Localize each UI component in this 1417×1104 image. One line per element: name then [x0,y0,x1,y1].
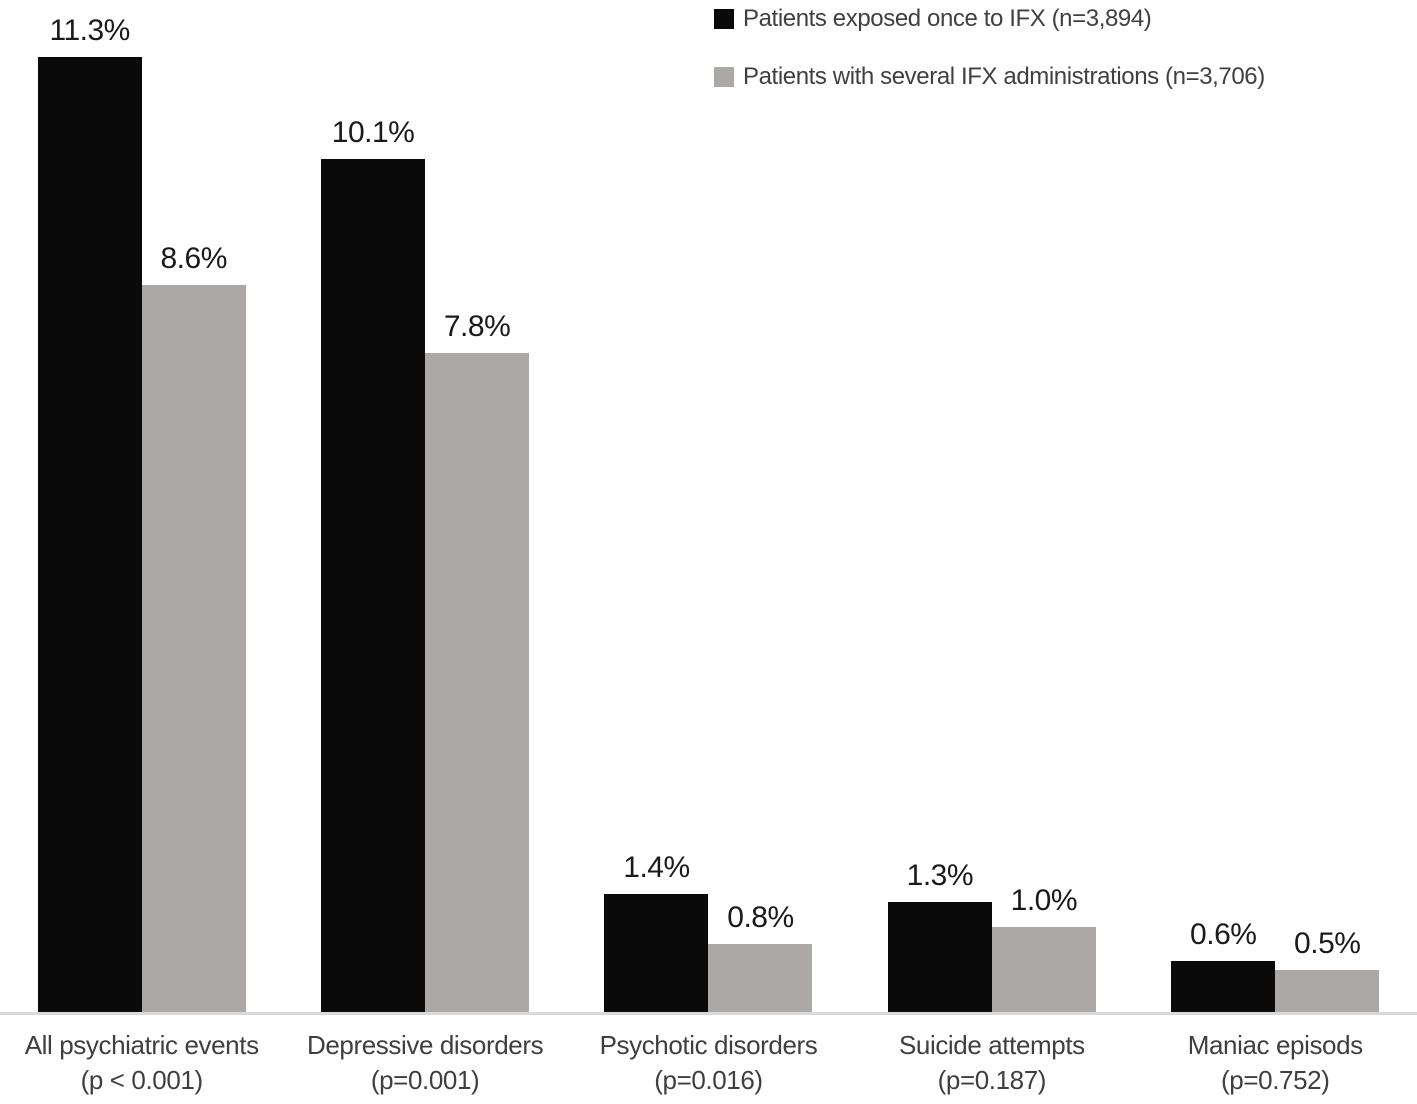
value-label: 1.3% [906,859,974,892]
value-label: 1.0% [1010,884,1078,917]
value-label: 10.1% [331,116,415,149]
bar-column: 0.8% [708,901,813,1012]
legend-item-several-administrations: Patients with several IFX administration… [714,60,1265,93]
category-label-line2: (p=0.001) [370,1065,480,1095]
legend-swatch-black [714,8,734,29]
category-label-line1: Depressive disorders [306,1030,544,1060]
bar-exposed-once [604,894,709,1012]
plot-area: 11.3% 8.6% 10.1% 7.8% 1.4% 0.8% 1.3% 1.0% 0.6% 0.… [0,0,1417,1012]
bar-several-administrations [1275,970,1380,1012]
category-label-line1: Suicide attempts [898,1030,1085,1060]
bar-column: 0.6% [1171,918,1276,1012]
bar-group: 0.6% 0.5% [1134,0,1417,1012]
legend-swatch-gray [714,66,734,87]
bar-column: 1.3% [887,859,992,1012]
legend-label-several-administrations: Patients with several IFX administration… [743,62,1265,90]
category-label: Maniac episods (p=0.752) [1134,1028,1417,1104]
value-label: 7.8% [443,310,511,343]
bar-several-administrations [425,353,530,1012]
bar-column: 7.8% [425,310,530,1012]
bar-column: 1.0% [991,884,1096,1012]
category-label-line1: All psychiatric events [24,1030,259,1060]
category-label-line2: (p < 0.001) [80,1065,203,1095]
category-label-line2: (p=0.187) [937,1065,1047,1095]
bar-column: 0.5% [1275,927,1380,1012]
bar-column: 8.6% [141,242,246,1012]
bar-several-administrations [991,927,1096,1012]
category-label-line2: (p=0.016) [654,1065,763,1095]
category-label: Suicide attempts (p=0.187) [850,1028,1133,1104]
x-axis-line [0,1012,1417,1015]
bar-group: 1.3% 1.0% [850,0,1133,1012]
value-label: 0.8% [727,901,794,934]
value-label: 8.6% [160,242,227,275]
category-label: Psychotic disorders (p=0.016) [567,1028,850,1104]
bar-exposed-once [1171,961,1276,1012]
category-label-line2: (p=0.752) [1221,1065,1330,1095]
category-labels: All psychiatric events (p < 0.001) Depress… [0,1028,1417,1104]
bar-exposed-once [321,159,426,1012]
bar-group: 10.1% 7.8% [283,0,566,1012]
value-label: 0.5% [1294,927,1361,960]
value-label: 0.6% [1190,918,1257,951]
bar-column: 11.3% [37,14,142,1012]
bar-group: 11.3% 8.6% [0,0,283,1012]
bar-exposed-once [887,902,992,1012]
category-label-line1: Psychotic disorders [599,1030,818,1060]
value-label: 11.3% [49,14,131,47]
category-label: Depressive disorders (p=0.001) [283,1028,566,1104]
category-label: All psychiatric events (p < 0.001) [0,1028,283,1104]
bar-several-administrations [708,944,813,1012]
value-label: 1.4% [623,851,690,884]
bar-exposed-once [37,57,142,1012]
bar-several-administrations [141,285,246,1012]
bar-column: 1.4% [604,851,709,1012]
bar-column: 10.1% [321,116,426,1012]
legend-item-exposed-once: Patients exposed once to IFX (n=3,894) [714,2,1265,35]
legend-label-exposed-once: Patients exposed once to IFX (n=3,894) [743,4,1152,32]
category-label-line1: Maniac episods [1187,1030,1363,1060]
chart-legend: Patients exposed once to IFX (n=3,894) P… [714,2,1265,93]
bar-group: 1.4% 0.8% [567,0,850,1012]
